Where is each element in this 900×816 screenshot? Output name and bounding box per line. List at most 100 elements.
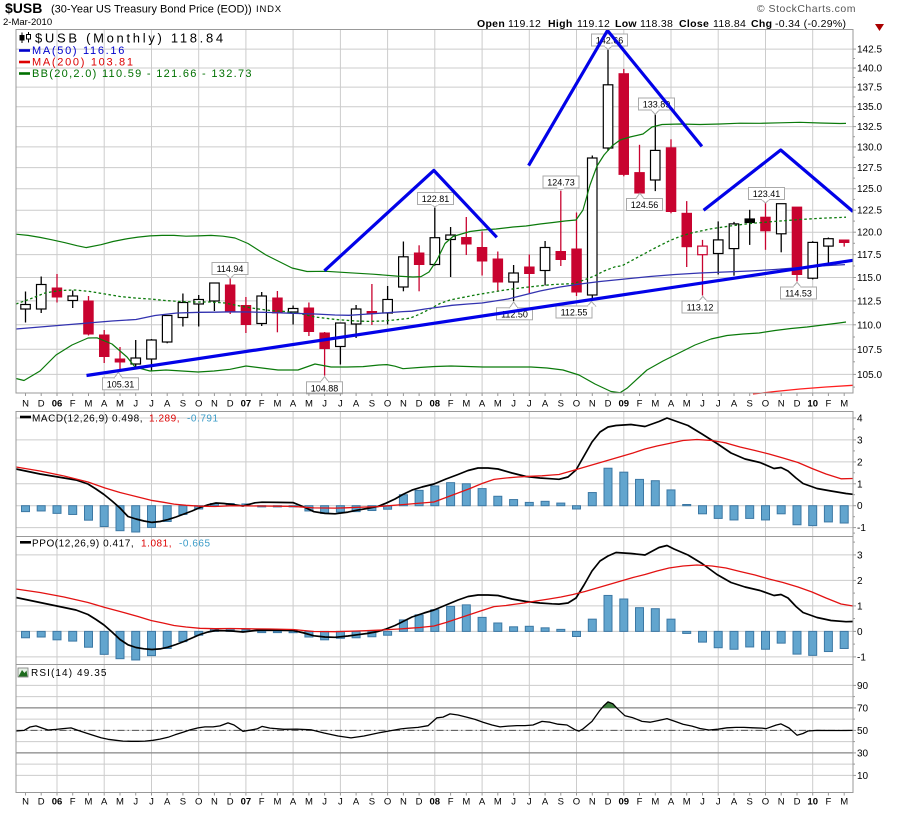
svg-text:A: A: [542, 797, 549, 808]
svg-text:Open: Open: [477, 18, 505, 30]
svg-text:S: S: [747, 399, 753, 410]
svg-text:A: A: [542, 399, 549, 410]
svg-text:INDX: INDX: [256, 4, 282, 15]
svg-text:F: F: [259, 399, 265, 410]
svg-text:127.5: 127.5: [857, 163, 882, 174]
svg-text:-1: -1: [857, 523, 866, 534]
svg-text:D: D: [38, 797, 45, 808]
svg-text:F: F: [825, 399, 831, 410]
svg-text:F: F: [637, 797, 643, 808]
svg-text:S: S: [558, 797, 564, 808]
svg-text:110.0: 110.0: [857, 320, 882, 331]
svg-text:A: A: [290, 797, 297, 808]
svg-text:PPO(12,26,9) 0.417,: PPO(12,26,9) 0.417,: [32, 539, 134, 550]
svg-text:J: J: [338, 797, 343, 808]
svg-text:O: O: [762, 797, 769, 808]
svg-text:50: 50: [857, 726, 869, 737]
svg-text:2-Mar-2010: 2-Mar-2010: [3, 17, 52, 28]
svg-text:120.0: 120.0: [857, 228, 882, 239]
svg-text:F: F: [70, 399, 76, 410]
svg-text:-0.665: -0.665: [179, 539, 211, 550]
svg-text:High: High: [548, 18, 573, 30]
svg-text:107.5: 107.5: [857, 345, 882, 356]
svg-text:M: M: [462, 797, 470, 808]
svg-text:J: J: [700, 399, 705, 410]
svg-text:M: M: [840, 399, 848, 410]
svg-text:MA(200) 103.81: MA(200) 103.81: [32, 57, 135, 69]
svg-text:N: N: [778, 797, 785, 808]
svg-text:124.73: 124.73: [547, 178, 575, 188]
svg-text:119.12: 119.12: [508, 18, 541, 30]
svg-text:© StockCharts.com: © StockCharts.com: [757, 3, 856, 15]
svg-text:D: D: [38, 399, 45, 410]
svg-text:07: 07: [241, 399, 252, 410]
svg-text:M: M: [305, 797, 313, 808]
svg-text:-0.791: -0.791: [187, 414, 219, 425]
svg-text:124.56: 124.56: [631, 200, 659, 210]
svg-text:N: N: [589, 399, 596, 410]
svg-text:Close: Close: [679, 18, 709, 30]
svg-text:J: J: [322, 399, 327, 410]
svg-text:J: J: [716, 797, 721, 808]
svg-text:M: M: [85, 797, 93, 808]
svg-text:M: M: [462, 399, 470, 410]
svg-text:J: J: [511, 797, 516, 808]
svg-text:113.12: 113.12: [687, 303, 714, 313]
svg-text:D: D: [794, 797, 801, 808]
svg-text:J: J: [511, 399, 516, 410]
svg-text:J: J: [322, 797, 327, 808]
svg-text:S: S: [558, 399, 564, 410]
svg-text:112.50: 112.50: [501, 309, 528, 319]
svg-text:M: M: [273, 797, 281, 808]
svg-text:-0.34 (-0.29%): -0.34 (-0.29%): [775, 18, 846, 30]
svg-text:Chg: Chg: [751, 18, 772, 30]
svg-text:S: S: [180, 797, 186, 808]
svg-text:30: 30: [857, 748, 869, 759]
svg-text:S: S: [369, 797, 375, 808]
svg-text:J: J: [716, 399, 721, 410]
svg-text:J: J: [133, 797, 138, 808]
svg-text:N: N: [211, 399, 218, 410]
svg-text:N: N: [589, 797, 596, 808]
svg-text:A: A: [731, 797, 738, 808]
svg-text:70: 70: [857, 703, 869, 714]
svg-text:123.41: 123.41: [753, 189, 781, 199]
svg-text:1: 1: [857, 601, 863, 612]
svg-text:2: 2: [857, 576, 863, 587]
svg-text:122.81: 122.81: [422, 194, 450, 204]
svg-text:0: 0: [857, 501, 863, 512]
svg-text:114.53: 114.53: [785, 289, 812, 299]
svg-text:105.0: 105.0: [857, 370, 882, 381]
svg-text:O: O: [384, 797, 391, 808]
svg-text:M: M: [840, 797, 848, 808]
svg-text:O: O: [195, 797, 202, 808]
svg-text:122.5: 122.5: [857, 206, 882, 217]
svg-text:RSI(14) 49.35: RSI(14) 49.35: [31, 668, 108, 679]
svg-text:$USB: $USB: [5, 0, 42, 16]
svg-text:A: A: [668, 797, 675, 808]
svg-text:M: M: [494, 797, 502, 808]
svg-text:M: M: [683, 399, 691, 410]
svg-text:3: 3: [857, 550, 863, 561]
svg-text:A: A: [101, 797, 108, 808]
svg-text:J: J: [700, 797, 705, 808]
svg-text:08: 08: [430, 399, 441, 410]
svg-text:F: F: [825, 797, 831, 808]
svg-text:115.0: 115.0: [857, 273, 882, 284]
svg-text:A: A: [479, 399, 486, 410]
svg-text:M: M: [494, 399, 502, 410]
svg-text:117.5: 117.5: [857, 250, 882, 261]
svg-text:F: F: [637, 399, 643, 410]
svg-text:3: 3: [857, 435, 863, 446]
svg-text:4: 4: [857, 414, 863, 425]
svg-text:06: 06: [52, 797, 63, 808]
svg-text:N: N: [22, 797, 29, 808]
svg-text:N: N: [778, 399, 785, 410]
svg-text:132.5: 132.5: [857, 122, 882, 133]
svg-text:A: A: [731, 399, 738, 410]
svg-text:M: M: [651, 797, 659, 808]
svg-text:$USB (Monthly) 118.84: $USB (Monthly) 118.84: [35, 31, 226, 46]
svg-text:09: 09: [619, 399, 630, 410]
svg-text:125.0: 125.0: [857, 184, 882, 195]
svg-text:O: O: [195, 399, 202, 410]
